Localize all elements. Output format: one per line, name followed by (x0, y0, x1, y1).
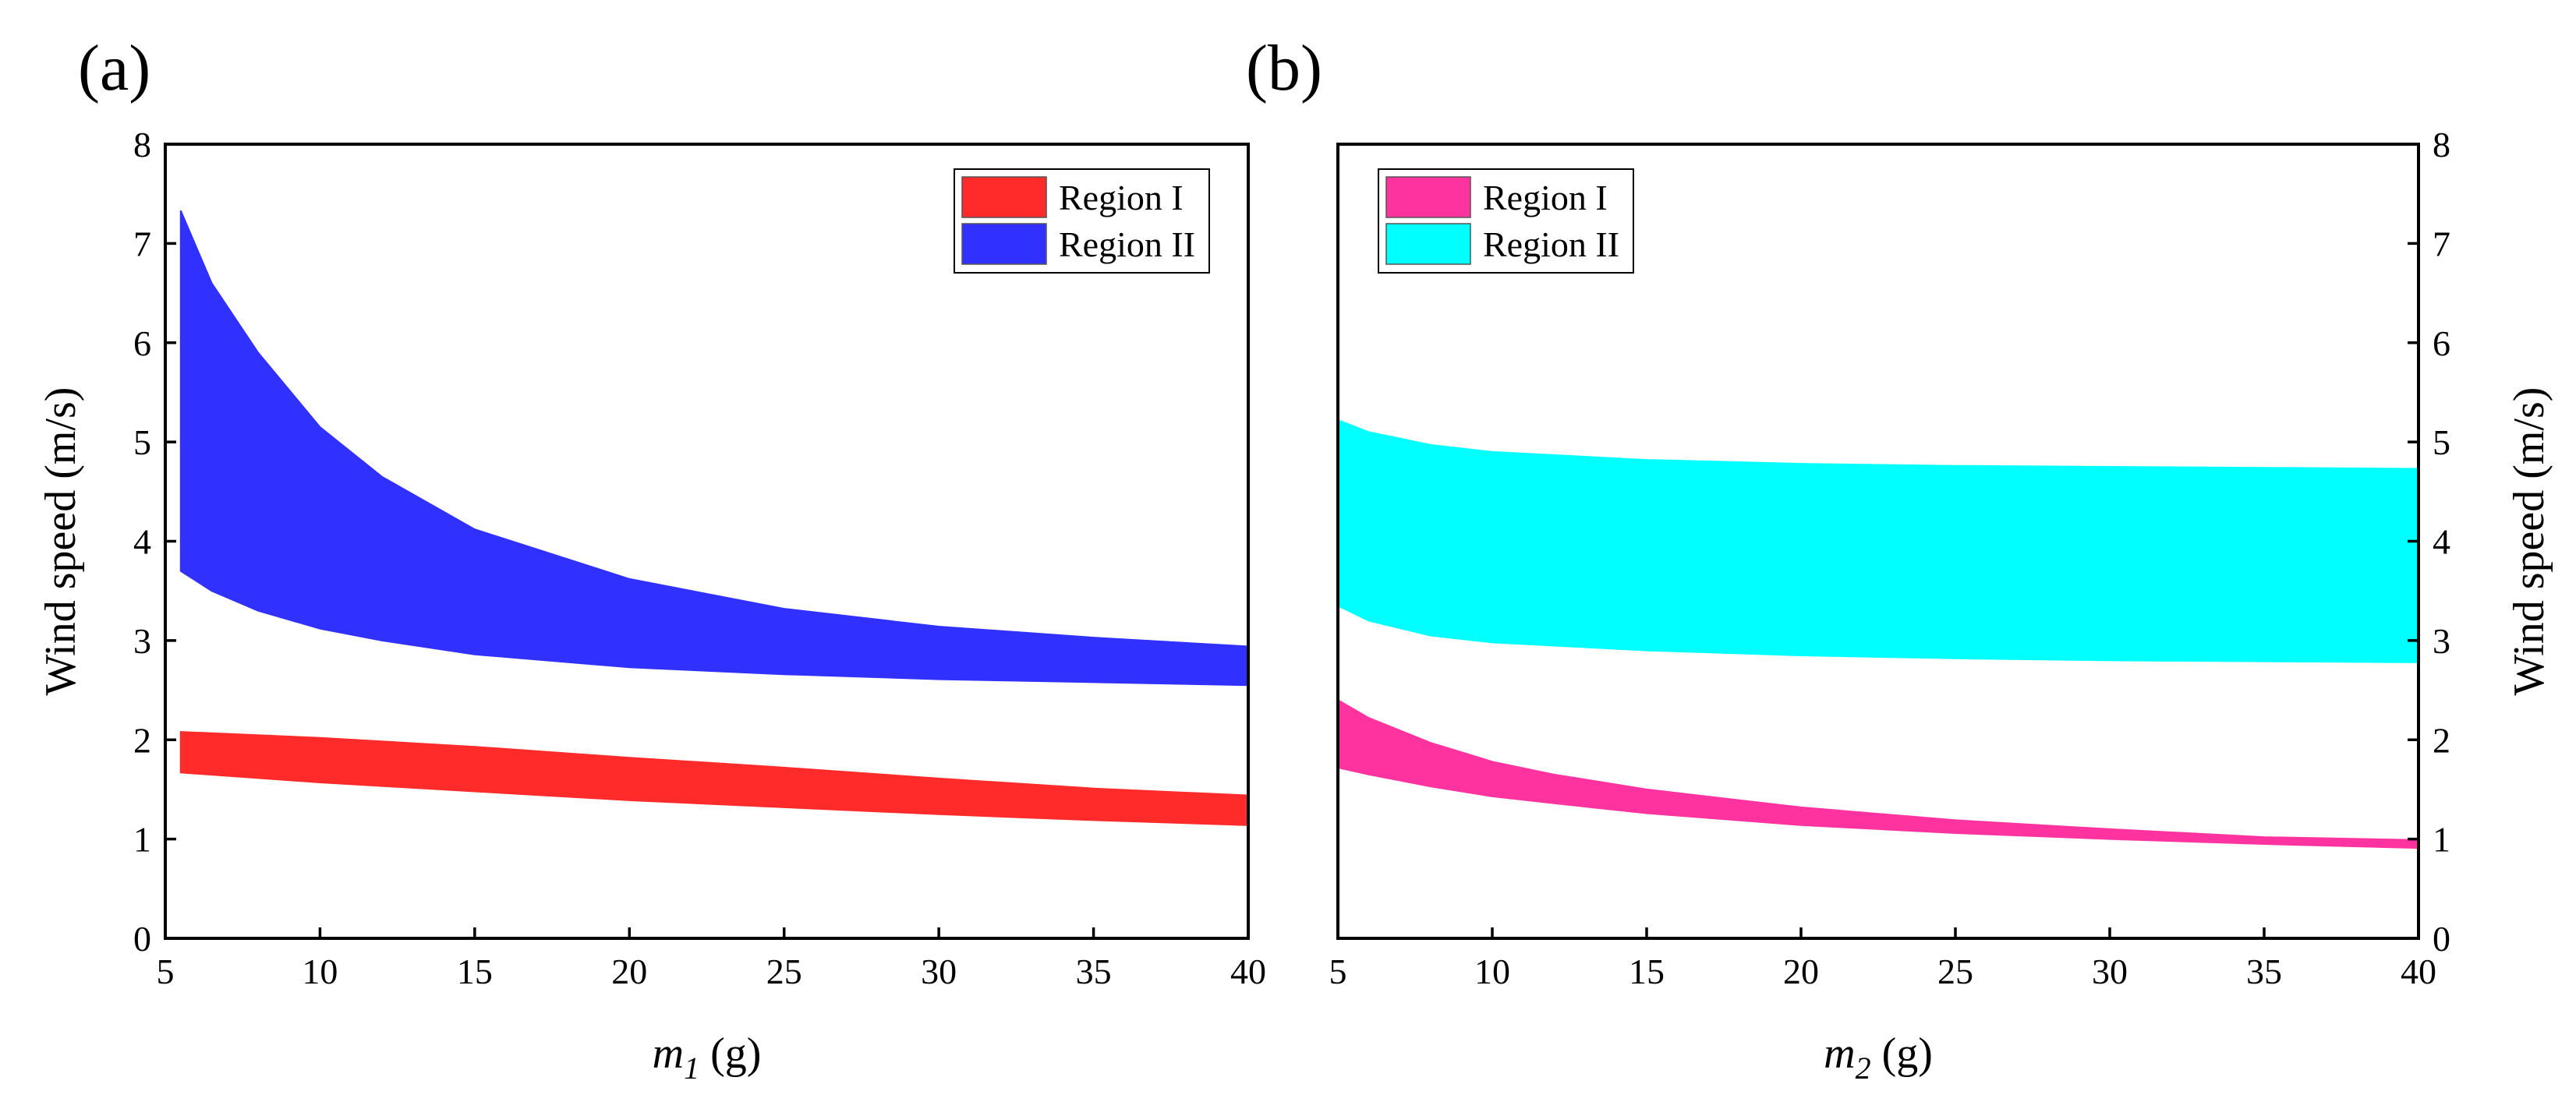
y-axis-title: Wind speed (m/s) (37, 387, 85, 696)
y-tick-label: 3 (133, 621, 151, 661)
y-tick-label: 8 (2433, 125, 2450, 164)
y-tick-label: 2 (2433, 720, 2450, 760)
x-tick-label: 25 (1937, 952, 1973, 991)
x-tick-label: 15 (457, 952, 493, 991)
legend-swatch-region-ii (1385, 223, 1471, 265)
band-region-i (179, 731, 1249, 826)
legend: Region I Region II (954, 168, 1210, 274)
band-region-ii (179, 210, 1249, 687)
y-tick-label: 0 (2433, 919, 2450, 959)
y-tick-label: 4 (2433, 522, 2450, 562)
y-tick-label: 1 (133, 820, 151, 860)
y-tick-label: 7 (133, 224, 151, 263)
x-tick-label: 5 (157, 952, 175, 991)
band-region-ii (1337, 419, 2419, 663)
panel-b: 5 10 15 20 25 30 35 400 1 2 3 4 5 6 7 8 (b) Wind speed (m… (1246, 32, 2553, 1086)
legend-label: Region II (1483, 224, 1619, 264)
x-axis-subscript: 1 (684, 1051, 699, 1086)
x-axis-subscript: 2 (1856, 1051, 1871, 1086)
x-tick-label: 20 (1783, 952, 1819, 991)
x-tick-label: 25 (766, 952, 802, 991)
y-tick-label: 0 (133, 919, 151, 959)
x-axis-title: m1 (g) (653, 1030, 762, 1086)
panel-label: (b) (1246, 32, 1322, 104)
panel-label: (a) (78, 32, 150, 104)
legend-swatch-region-ii (961, 223, 1047, 265)
band-region-i (1337, 698, 2419, 849)
y-axis-title: Wind speed (m/s) (2505, 387, 2553, 696)
x-axis-unit: (g) (699, 1030, 761, 1078)
y-tick-label: 4 (133, 522, 151, 562)
y-tick-label: 5 (2433, 422, 2450, 462)
panel-a: 5 10 15 20 25 30 35 40 0 1 2 3 4 5 6 7 8 (a) Wind speed (m… (37, 32, 1266, 1086)
y-tick-label: 2 (133, 720, 151, 760)
y-tick-label: 3 (2433, 621, 2450, 661)
x-tick-label: 10 (1474, 952, 1510, 991)
y-tick-label: 1 (2433, 820, 2450, 860)
x-axis-variable: m (653, 1030, 684, 1078)
legend-label: Region I (1059, 178, 1184, 217)
x-tick-label: 35 (1076, 952, 1112, 991)
x-tick-label: 10 (302, 952, 338, 991)
x-tick-label: 15 (1629, 952, 1665, 991)
x-axis-title: m2 (g) (1824, 1030, 1933, 1086)
x-tick-label: 40 (1230, 952, 1266, 991)
y-tick-label: 8 (133, 125, 151, 164)
x-axis-unit: (g) (1871, 1030, 1933, 1078)
x-tick-label: 30 (921, 952, 957, 991)
y-tick-label: 7 (2433, 224, 2450, 263)
x-axis-variable: m (1824, 1030, 1855, 1078)
legend-label: Region II (1059, 224, 1195, 264)
x-tick-label: 5 (1329, 952, 1347, 991)
legend-swatch-region-i (1385, 176, 1471, 218)
legend-label: Region I (1483, 178, 1608, 217)
y-tick-label: 5 (133, 422, 151, 462)
x-tick-label: 30 (2092, 952, 2128, 991)
x-tick-label: 35 (2246, 952, 2282, 991)
legend: Region I Region II (1378, 168, 1634, 274)
y-tick-label: 6 (2433, 323, 2450, 363)
y-tick-label: 6 (133, 323, 151, 363)
x-tick-label: 20 (611, 952, 647, 991)
x-tick-label: 40 (2401, 952, 2436, 991)
legend-swatch-region-i (961, 176, 1047, 218)
